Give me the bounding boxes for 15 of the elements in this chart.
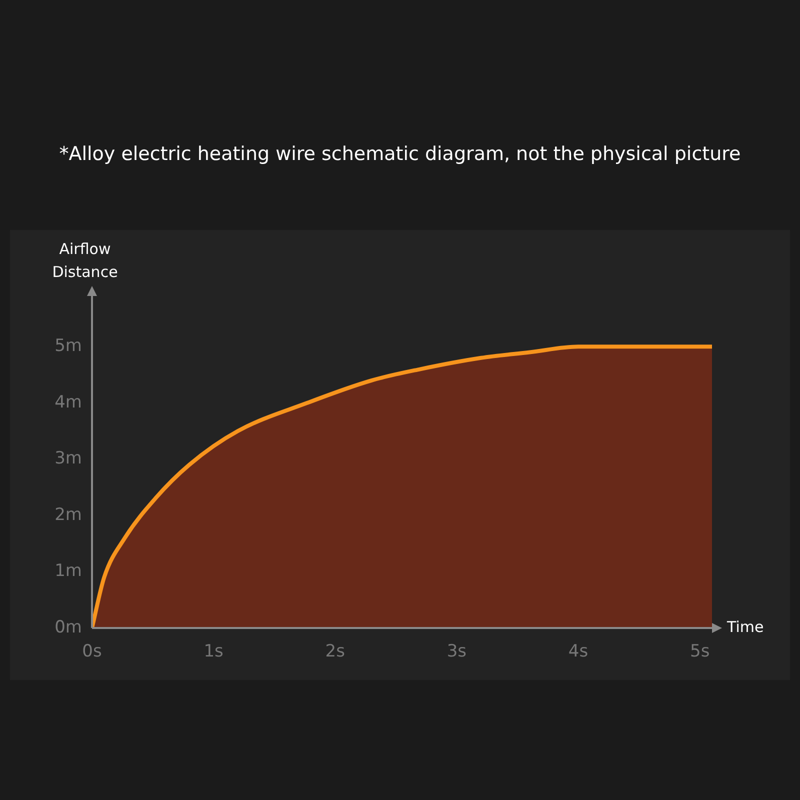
y-tick-label: 1m bbox=[54, 561, 82, 582]
y-tick-label: 2m bbox=[54, 504, 82, 525]
y-tick-label: 5m bbox=[54, 336, 82, 356]
y-tick-label: 3m bbox=[54, 448, 82, 469]
x-tick-label: 3s bbox=[446, 642, 467, 662]
y-tick-label: 0m bbox=[54, 617, 82, 638]
x-tick-label: 4s bbox=[568, 642, 588, 662]
y-axis-title: Airflow Distance bbox=[51, 239, 119, 283]
x-tick-label: 5s bbox=[690, 642, 710, 662]
y-tick-label: 4m bbox=[54, 392, 82, 412]
x-axis-title: Time bbox=[727, 618, 764, 636]
x-tick-label: 1s bbox=[204, 642, 224, 662]
x-tick-label: 0s bbox=[82, 642, 102, 662]
chart-title: *Alloy electric heating wire schematic diagram, not the physical picture bbox=[58, 143, 742, 165]
x-tick-label: 2s bbox=[325, 642, 346, 662]
